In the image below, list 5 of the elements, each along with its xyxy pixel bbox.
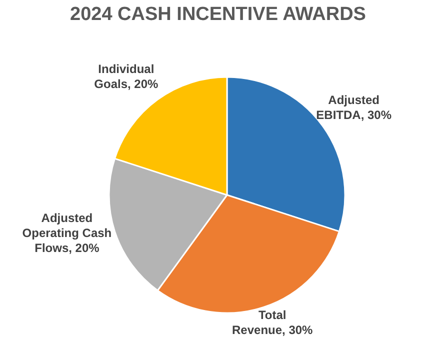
chart-title: 2024 CASH INCENTIVE AWARDS bbox=[69, 4, 367, 26]
slice-label: Adjusted Operating Cash Flows, 20% bbox=[22, 210, 112, 256]
slice-label: Total Revenue, 30% bbox=[232, 308, 313, 338]
slice-label: Individual Goals, 20% bbox=[94, 62, 158, 92]
slice-label: Adjusted EBITDA, 30% bbox=[316, 92, 392, 123]
